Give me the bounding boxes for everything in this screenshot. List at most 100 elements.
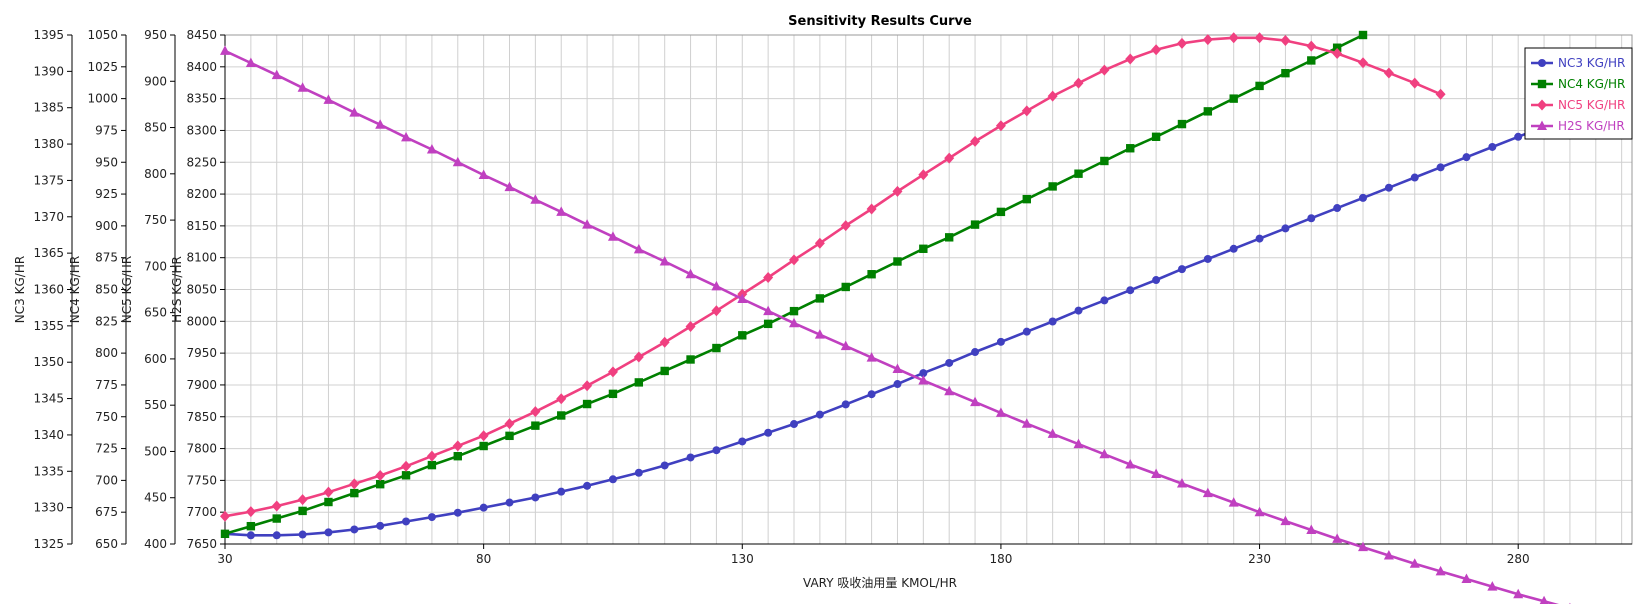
data-point <box>996 337 1005 346</box>
y-tick-label: 8400 <box>186 60 217 74</box>
y-tick-label: 950 <box>144 28 167 42</box>
x-tick-label: 30 <box>217 552 232 566</box>
series-nc5 <box>220 32 1446 522</box>
data-point <box>453 451 462 461</box>
legend-item: NC3 KG/HR <box>1531 56 1625 70</box>
data-point <box>504 418 515 430</box>
y-tick-label: 8250 <box>186 155 217 169</box>
data-point <box>1177 119 1187 129</box>
y-tick-label: 7950 <box>186 346 217 360</box>
x-tick-label: 280 <box>1507 552 1530 566</box>
data-point <box>350 488 359 498</box>
x-axis-title: VARY 吸收油用量 KMOL/HR <box>803 576 957 590</box>
data-point <box>789 317 800 328</box>
data-point <box>531 493 540 502</box>
data-point <box>1254 32 1265 44</box>
data-point <box>1228 32 1239 44</box>
data-point <box>272 531 281 540</box>
data-point <box>375 479 385 489</box>
y-tick-label: 8150 <box>186 219 217 233</box>
data-point <box>271 500 282 512</box>
y-tick-label: 1325 <box>33 537 64 551</box>
data-point <box>1462 153 1471 162</box>
data-point <box>1358 30 1368 40</box>
y-tick-label: 800 <box>144 167 167 181</box>
y-tick-label: 8300 <box>186 123 217 137</box>
y-tick-label: 400 <box>144 537 167 551</box>
data-point <box>1436 163 1445 172</box>
data-point <box>918 169 929 181</box>
data-point <box>1306 524 1317 535</box>
data-point <box>1126 286 1135 295</box>
data-point <box>1254 506 1265 517</box>
data-point <box>246 521 256 531</box>
data-point <box>1359 193 1368 202</box>
data-point <box>426 450 437 462</box>
data-point <box>971 348 980 357</box>
data-point <box>1073 77 1084 89</box>
data-point <box>866 352 877 362</box>
data-point <box>1537 99 1547 111</box>
data-point <box>557 411 566 420</box>
data-point <box>1151 132 1161 141</box>
data-point <box>1021 105 1032 117</box>
data-point <box>840 340 851 351</box>
data-point <box>840 220 851 232</box>
data-point <box>1539 595 1550 606</box>
data-point <box>349 107 360 117</box>
legend-label: NC4 KG/HR <box>1558 77 1625 91</box>
data-point <box>220 529 230 539</box>
data-point <box>1099 448 1110 459</box>
data-point <box>1383 67 1394 79</box>
data-point <box>1332 43 1342 52</box>
data-point <box>323 486 334 498</box>
data-point <box>712 343 721 353</box>
y-tick-label: 675 <box>95 505 118 519</box>
y-tick-label: 8000 <box>186 314 217 328</box>
data-point <box>944 152 955 164</box>
data-point <box>582 219 593 229</box>
x-tick-label: 180 <box>989 552 1012 566</box>
y-tick-label: 800 <box>95 346 118 360</box>
y-tick-label: 1350 <box>33 355 64 369</box>
y-tick-label: 900 <box>144 74 167 88</box>
data-point <box>427 513 436 522</box>
data-point <box>737 293 748 304</box>
data-point <box>1307 214 1316 223</box>
data-point <box>1538 59 1546 67</box>
data-point <box>427 460 437 470</box>
data-point <box>659 256 670 266</box>
y-tick-label: 650 <box>144 306 167 320</box>
data-point <box>1281 68 1290 78</box>
axes: 30 80 130 180 230 280 1325 1330 1335 1340 1345 1350… <box>13 28 1632 566</box>
data-point <box>1409 558 1420 568</box>
data-point <box>324 497 333 507</box>
data-point <box>582 380 593 392</box>
data-point <box>607 366 618 378</box>
data-point <box>814 329 825 339</box>
data-point <box>1280 515 1291 526</box>
data-point <box>1125 53 1136 65</box>
y-tick-label: 8450 <box>186 28 217 42</box>
y-tick-label: 500 <box>144 444 167 458</box>
data-point <box>1410 173 1419 182</box>
data-point <box>686 355 695 364</box>
data-point <box>297 82 308 92</box>
y-tick-label: 600 <box>144 352 167 366</box>
series-group <box>220 30 1626 608</box>
data-point <box>272 514 281 523</box>
y-tick-label: 1395 <box>33 28 64 42</box>
data-point <box>1203 254 1212 263</box>
data-point <box>634 378 644 387</box>
data-point <box>246 531 255 540</box>
data-point <box>608 475 617 484</box>
data-point <box>401 131 412 142</box>
data-point <box>738 331 747 340</box>
data-point <box>531 421 540 430</box>
x-tick-label: 80 <box>476 552 491 566</box>
data-point <box>1487 581 1498 591</box>
data-point <box>685 321 696 333</box>
y-tick-label: 900 <box>95 219 118 233</box>
data-point <box>478 169 489 179</box>
data-point <box>479 441 488 451</box>
